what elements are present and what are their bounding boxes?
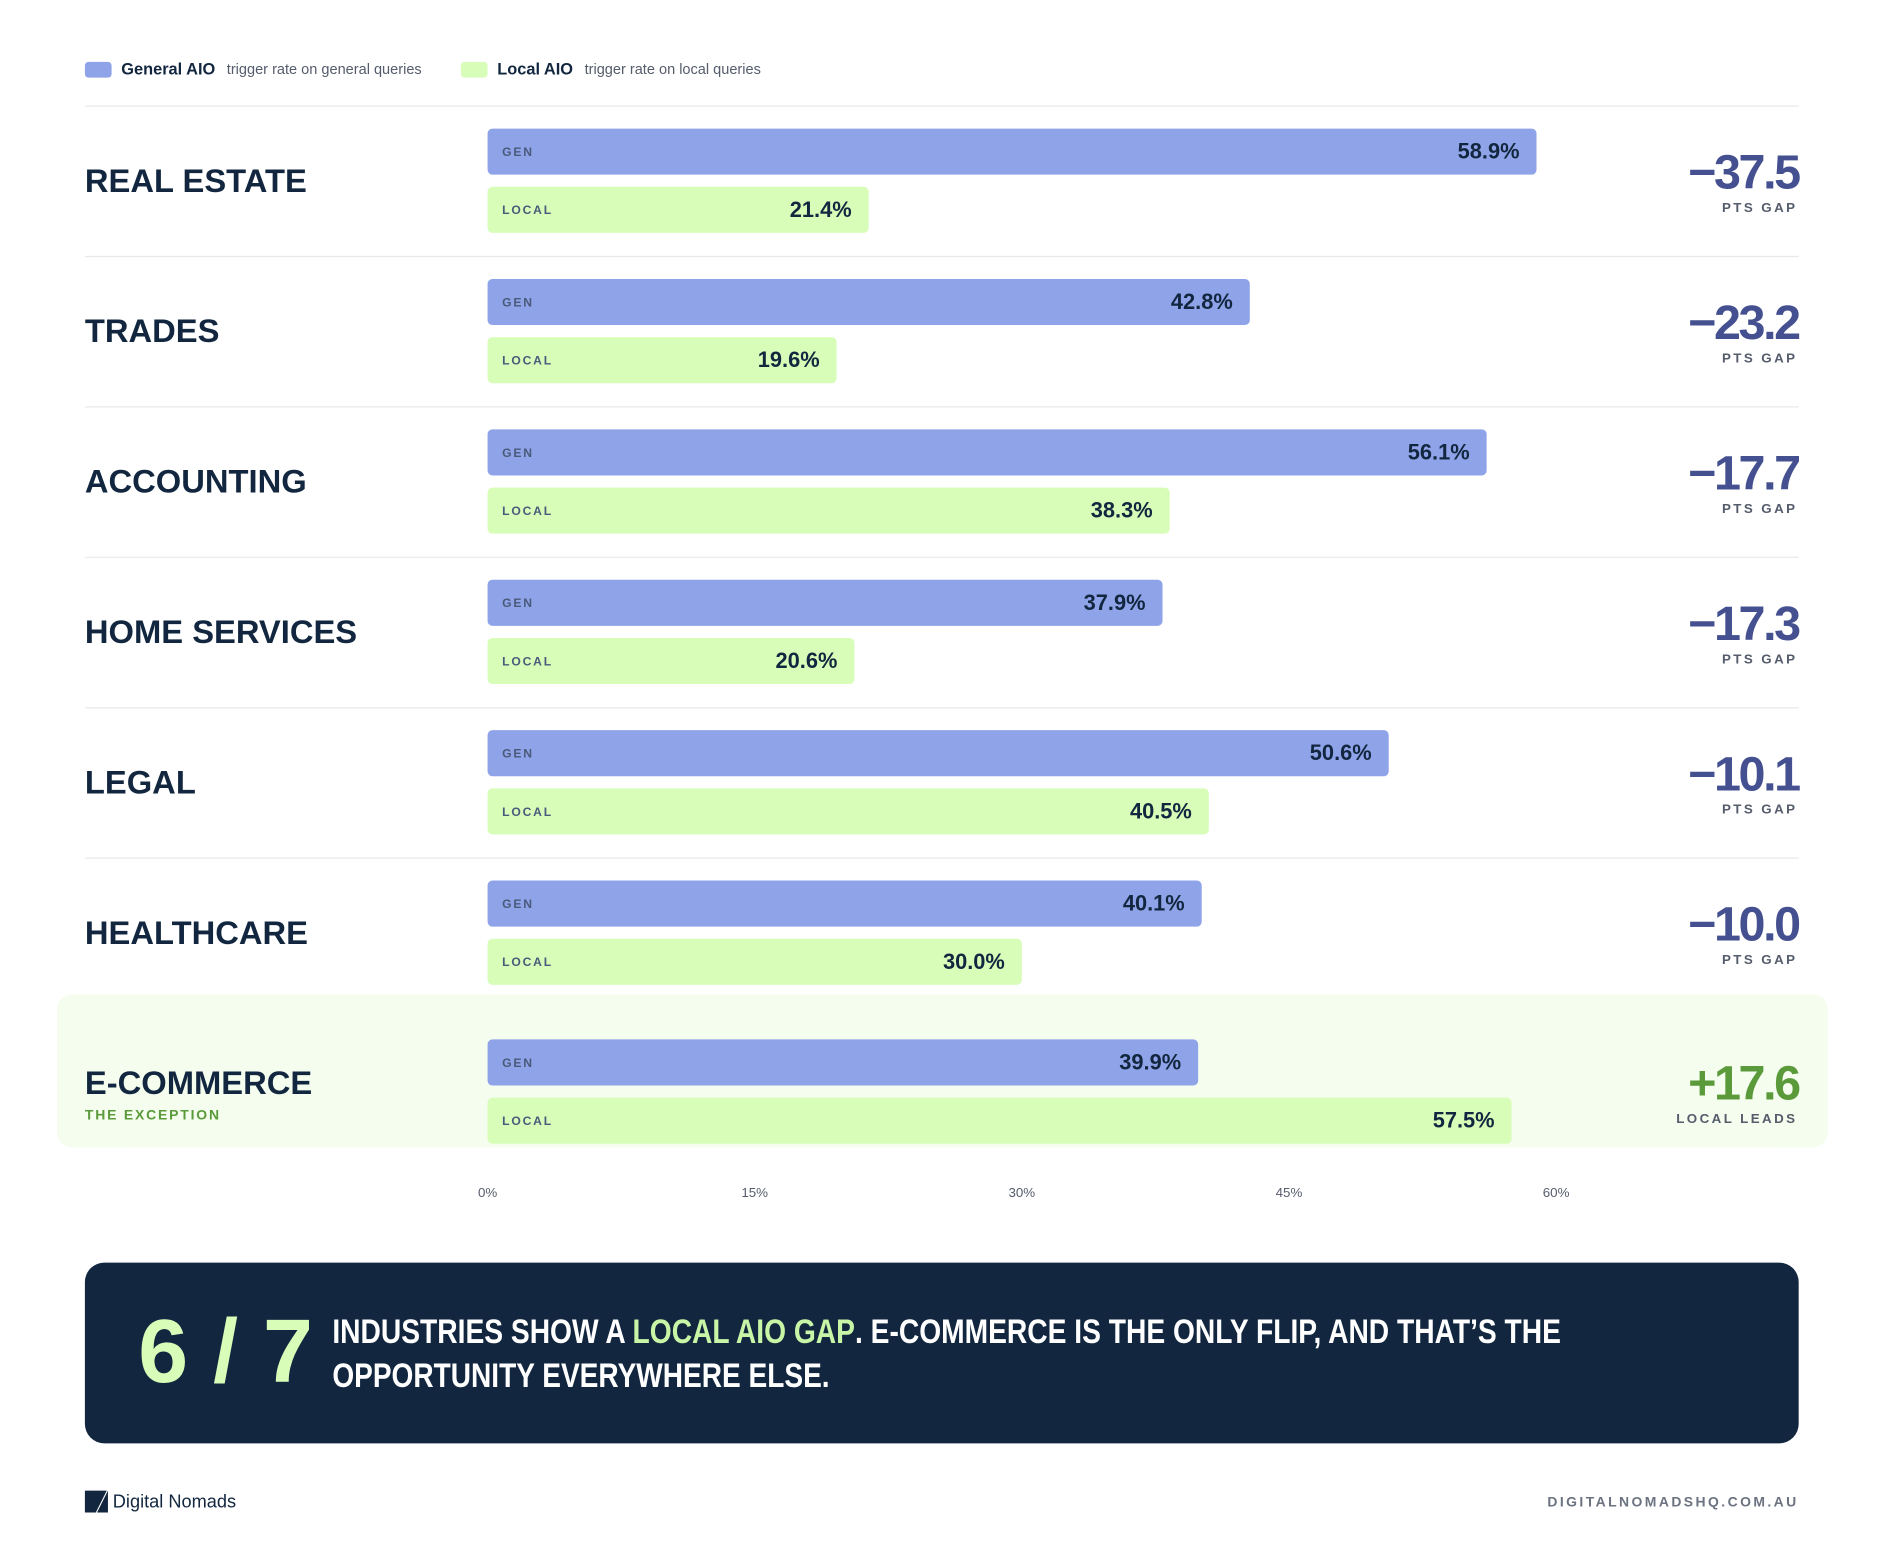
bar-value-label: 20.6% (776, 648, 838, 673)
gap-value: −23.2 (1688, 296, 1800, 350)
callout-text-part: INDUSTRIES SHOW A (332, 1313, 632, 1351)
bar-series-label: LOCAL (502, 1114, 553, 1128)
bar (487, 337, 837, 384)
gap-caption: LOCAL LEADS (1676, 1111, 1797, 1126)
category-label: E-COMMERCE (85, 1064, 312, 1101)
bar-value-label: 42.8% (1171, 289, 1233, 314)
category-label: HEALTHCARE (85, 914, 308, 951)
bar-series-label: LOCAL (502, 354, 553, 368)
callout-box (84, 1262, 1799, 1444)
bar-series-label: LOCAL (502, 955, 553, 969)
bar (487, 1039, 1199, 1086)
bar (487, 186, 869, 233)
gap-caption: PTS GAP (1722, 501, 1798, 516)
bar-series-label: GEN (502, 596, 534, 610)
legend-label: General AIO (121, 61, 215, 79)
callout-stat: 6 / 7 (138, 1302, 313, 1402)
bar-value-label: 56.1% (1408, 439, 1470, 464)
bar-series-label: GEN (502, 747, 534, 761)
callout-highlight: LOCAL AIO GAP (633, 1313, 855, 1351)
brand-logo (84, 1490, 108, 1513)
callout-text-part: . E-COMMERCE IS THE ONLY FLIP, AND THAT’… (855, 1313, 1561, 1351)
legend-label: Local AIO (497, 61, 573, 79)
bar (487, 637, 855, 685)
bar-value-label: 38.3% (1091, 498, 1153, 523)
bar-series-label: LOCAL (502, 654, 553, 668)
legend-description: trigger rate on local queries (585, 62, 761, 78)
category-note: THE EXCEPTION (85, 1107, 221, 1123)
bar-value-label: 40.1% (1123, 891, 1185, 916)
bar (487, 730, 1389, 777)
gap-caption: PTS GAP (1722, 651, 1798, 666)
category-label: REAL ESTATE (85, 162, 307, 199)
x-tick-label: 60% (1543, 1185, 1570, 1200)
x-tick-label: 0% (478, 1185, 497, 1200)
gap-value: −17.3 (1688, 597, 1800, 651)
bar (487, 938, 1022, 985)
callout-text: OPPORTUNITY EVERYWHERE ELSE. (332, 1357, 829, 1395)
bar-value-label: 21.4% (790, 197, 852, 222)
bar-value-label: 37.9% (1084, 590, 1146, 615)
bar-series-label: LOCAL (502, 504, 553, 518)
bar-value-label: 39.9% (1119, 1049, 1181, 1074)
category-label: TRADES (85, 312, 220, 349)
bar-value-label: 30.0% (943, 949, 1005, 974)
gap-value: −10.0 (1688, 898, 1799, 952)
legend-swatch (84, 61, 112, 78)
legend-description: trigger rate on general queries (227, 62, 422, 78)
legend-swatch (460, 61, 488, 78)
bar-value-label: 19.6% (758, 347, 820, 372)
bar-series-label: GEN (502, 145, 534, 159)
category-label: ACCOUNTING (85, 463, 307, 500)
bar-series-label: GEN (502, 295, 534, 309)
gap-caption: PTS GAP (1722, 351, 1798, 366)
bar-value-label: 58.9% (1458, 139, 1520, 164)
bar (487, 429, 1487, 476)
bar (487, 128, 1537, 175)
bar (487, 1097, 1512, 1144)
x-tick-label: 30% (1008, 1185, 1035, 1200)
gap-value: +17.6 (1688, 1057, 1800, 1111)
bar (487, 788, 1209, 835)
category-label: LEGAL (85, 763, 196, 800)
bar (487, 579, 1163, 626)
category-label: HOME SERVICES (85, 613, 357, 650)
bar (487, 278, 1250, 326)
x-tick-label: 45% (1276, 1185, 1303, 1200)
gap-value: −17.7 (1688, 446, 1799, 500)
gap-caption: PTS GAP (1722, 952, 1798, 967)
callout-text: INDUSTRIES SHOW A LOCAL AIO GAP. E-COMME… (332, 1313, 1561, 1351)
gap-value: −10.1 (1688, 747, 1800, 801)
x-tick-label: 15% (741, 1185, 768, 1200)
bar-series-label: LOCAL (502, 805, 553, 819)
bar-value-label: 57.5% (1433, 1108, 1495, 1133)
gap-caption: PTS GAP (1722, 200, 1798, 215)
gap-caption: PTS GAP (1722, 802, 1798, 817)
bar-series-label: LOCAL (502, 203, 553, 217)
gap-value: −37.5 (1688, 146, 1800, 200)
bar-series-label: GEN (502, 446, 534, 460)
bar-series-label: GEN (502, 897, 534, 911)
footer-url: DIGITALNOMADSHQ.COM.AU (1547, 1493, 1798, 1509)
brand-name: Digital Nomads (113, 1492, 236, 1512)
bar (487, 880, 1202, 927)
bar (487, 487, 1170, 534)
bar-value-label: 40.5% (1130, 798, 1192, 823)
bar-series-label: GEN (502, 1056, 534, 1070)
bar-value-label: 50.6% (1310, 740, 1372, 765)
